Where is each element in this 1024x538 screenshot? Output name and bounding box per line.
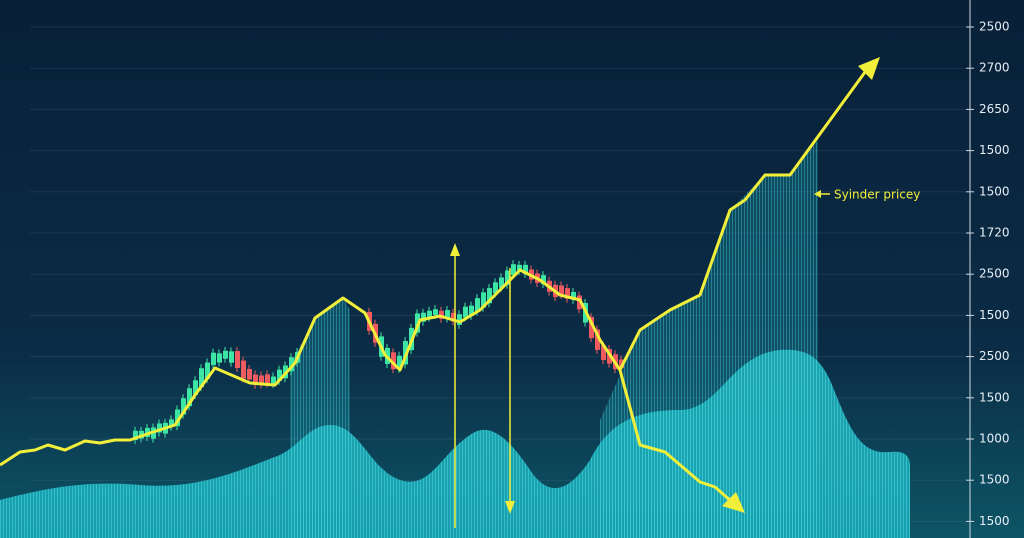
candle: [469, 305, 474, 316]
axis-label: 2700: [979, 61, 1010, 75]
candle: [271, 376, 276, 384]
candle: [505, 270, 510, 285]
annotation: Syinder pricey: [834, 188, 920, 202]
candle: [169, 419, 174, 427]
candle: [517, 264, 522, 271]
candle: [481, 292, 486, 308]
candle: [493, 282, 498, 294]
candle: [487, 288, 492, 304]
candle: [571, 291, 576, 300]
candle: [205, 362, 210, 379]
candle: [277, 369, 282, 381]
candle: [421, 312, 426, 322]
axis-label: 2500: [979, 20, 1010, 34]
candle: [589, 316, 594, 339]
candle: [595, 329, 600, 350]
axis-label: 1500: [979, 308, 1010, 322]
candle: [265, 374, 270, 384]
axis-label: 2500: [979, 267, 1010, 281]
candle: [499, 277, 504, 288]
candle: [601, 345, 606, 360]
arrow-head: [858, 57, 880, 80]
candle: [565, 288, 570, 299]
axis: 2500 2700 2650 1500 1500 1720 2500 1500 2500 1500…: [966, 20, 1010, 528]
candle: [463, 306, 468, 318]
candle: [445, 310, 450, 319]
axis-label: 1720: [979, 226, 1010, 240]
candle: [541, 275, 546, 285]
axis-label: 1500: [979, 184, 1010, 198]
arrow-head: [450, 243, 460, 256]
candle: [253, 374, 258, 385]
candle: [181, 398, 186, 415]
candle: [241, 360, 246, 379]
axis-label: 1500: [979, 390, 1010, 404]
axis-label: 1500: [979, 473, 1010, 487]
candle: [559, 285, 564, 295]
volume-bars: [290, 140, 818, 538]
candle: [217, 353, 222, 363]
candle: [433, 309, 438, 315]
candle: [457, 314, 462, 325]
axis-label: 2500: [979, 349, 1010, 363]
axis-label: 1500: [979, 143, 1010, 157]
candle: [211, 352, 216, 366]
candle: [193, 380, 198, 396]
candle: [235, 351, 240, 369]
candle: [427, 310, 432, 318]
price-line-down: [618, 369, 733, 504]
candle: [133, 430, 138, 441]
candle: [523, 264, 528, 274]
candle: [229, 351, 234, 363]
candle: [187, 388, 192, 407]
candle: [439, 310, 444, 319]
axis-label: 1000: [979, 432, 1010, 446]
candle: [391, 352, 396, 370]
candle: [475, 298, 480, 312]
candle: [223, 350, 228, 359]
axis-label: 2650: [979, 102, 1010, 116]
candle: [157, 423, 162, 433]
candle: [259, 375, 264, 385]
candle: [199, 368, 204, 388]
candle: [397, 355, 402, 369]
candle: [289, 357, 294, 372]
arrow-head: [814, 190, 821, 198]
arrow-head: [505, 501, 515, 514]
axis-label: 1500: [979, 514, 1010, 528]
candle: [175, 409, 180, 427]
price-line: [0, 67, 870, 467]
arrow-head: [722, 492, 745, 513]
candle: [247, 368, 252, 380]
candle: [451, 312, 456, 322]
candle: [511, 264, 516, 276]
